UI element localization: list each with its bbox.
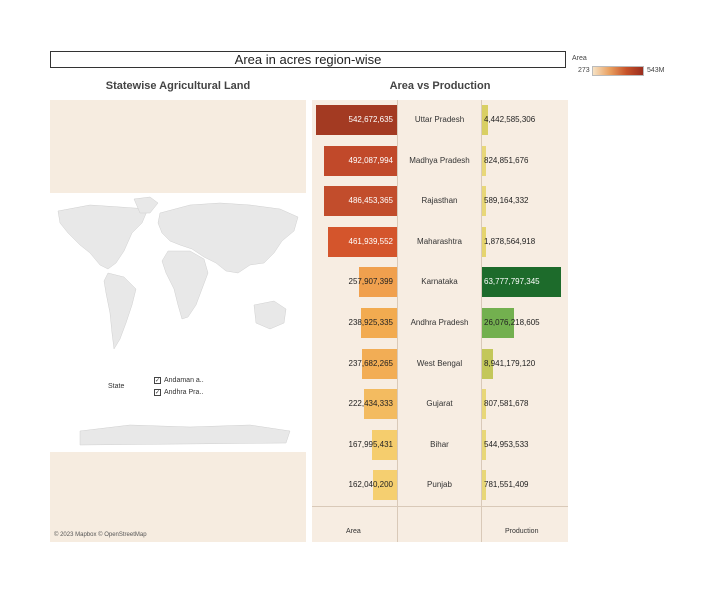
state-category-label: Andhra Pradesh (410, 318, 469, 327)
area-bar[interactable] (371, 429, 397, 460)
area-bar[interactable] (361, 348, 397, 379)
production-value-label: 824,851,676 (484, 155, 529, 165)
x-axis-label-production: Production (505, 528, 539, 535)
dashboard-title: Area in acres region-wise (50, 51, 566, 68)
checkbox-checked-icon[interactable]: ✓ (154, 377, 161, 384)
antarctica-shape (79, 424, 291, 446)
legend-color-ramp (592, 66, 644, 76)
checkbox-checked-icon[interactable]: ✓ (154, 389, 161, 396)
north-america-shape (57, 204, 149, 270)
map-landmasses (57, 196, 299, 446)
area-value-label: 492,087,994 (348, 155, 394, 165)
map-title: Statewise Agricultural Land (105, 80, 251, 92)
state-category-label: Bihar (430, 439, 449, 449)
area-value-label: 257,907,399 (348, 277, 394, 287)
production-value-label: 26,076,218,605 (484, 318, 540, 327)
production-bar[interactable] (482, 348, 494, 379)
chart-title: Area vs Production (389, 80, 491, 92)
map-attribution: © 2023 Mapbox © OpenStreetMap (54, 532, 147, 538)
area-value-label: 167,995,431 (348, 439, 394, 449)
production-bar[interactable] (482, 226, 486, 257)
area-bar[interactable] (323, 145, 397, 176)
world-map[interactable]: State ✓ Andaman a.. ✓ Andhra Pra.. © 202… (50, 100, 306, 542)
area-bar[interactable] (372, 470, 397, 501)
state-category-label: Gujarat (426, 399, 453, 409)
production-value-label: 1,878,564,918 (484, 236, 536, 246)
africa-shape (161, 250, 209, 320)
state-category-label: Madhya Pradesh (409, 155, 470, 165)
state-checkbox-andhra[interactable]: ✓ Andhra Pra.. (154, 389, 203, 396)
production-value-label: 4,442,585,306 (484, 115, 536, 124)
production-value-label: 8,941,179,120 (484, 358, 536, 368)
area-value-label: 461,939,552 (348, 236, 394, 246)
area-bar[interactable] (328, 226, 397, 257)
production-bar[interactable] (482, 470, 486, 501)
area-value-label: 542,672,635 (348, 115, 394, 124)
column-divider (481, 100, 482, 542)
legend-title: Area (572, 55, 587, 62)
area-bar[interactable] (316, 105, 397, 135)
eurasia-shape (157, 202, 299, 274)
map-ocean (50, 193, 306, 452)
production-bar[interactable] (482, 308, 515, 338)
production-bar[interactable] (482, 429, 486, 460)
state-option-label: Andhra Pra.. (164, 389, 204, 396)
south-america-shape (103, 272, 137, 350)
area-bar[interactable] (324, 186, 397, 217)
state-category-label: Maharashtra (417, 236, 462, 246)
area-value-label: 486,453,365 (348, 196, 394, 206)
production-value-label: 589,164,332 (484, 196, 529, 206)
production-value-label: 544,953,533 (484, 439, 529, 449)
state-category-label: Uttar Pradesh (414, 115, 465, 124)
column-divider (397, 100, 398, 542)
production-bar[interactable] (482, 145, 486, 176)
legend-min-label: 273 (578, 67, 590, 74)
area-bar[interactable] (361, 308, 397, 338)
production-bar[interactable] (482, 186, 486, 217)
state-category-label: West Bengal (416, 358, 463, 368)
australia-shape (253, 300, 287, 330)
state-category-label: Karnataka (421, 277, 458, 287)
production-bar[interactable] (482, 267, 562, 298)
area-bar[interactable] (358, 267, 397, 298)
greenland-shape (133, 196, 159, 214)
state-filter-label: State (108, 383, 125, 390)
state-category-label: Punjab (427, 480, 452, 490)
area-value-label: 238,925,335 (348, 318, 394, 327)
production-bar[interactable] (482, 389, 486, 420)
state-checkbox-andaman[interactable]: ✓ Andaman a.. (154, 377, 204, 384)
area-value-label: 237,682,265 (348, 358, 394, 368)
production-value-label: 63,777,797,345 (484, 277, 540, 287)
x-axis-label-area: Area (346, 528, 361, 535)
production-value-label: 781,551,409 (484, 480, 529, 490)
area-value-label: 162,040,200 (348, 480, 394, 490)
state-category-label: Rajasthan (421, 196, 458, 206)
legend-max-label: 543M (647, 67, 665, 74)
area-bar[interactable] (363, 389, 397, 420)
production-bar[interactable] (482, 105, 488, 135)
area-vs-production-chart[interactable]: 542,672,635 Uttar Pradesh 4,442,585,306 492… (312, 100, 568, 542)
area-value-label: 222,434,333 (348, 399, 394, 409)
state-option-label: Andaman a.. (164, 377, 204, 384)
axis-footer-line (312, 506, 568, 507)
production-value-label: 807,581,678 (484, 399, 529, 409)
